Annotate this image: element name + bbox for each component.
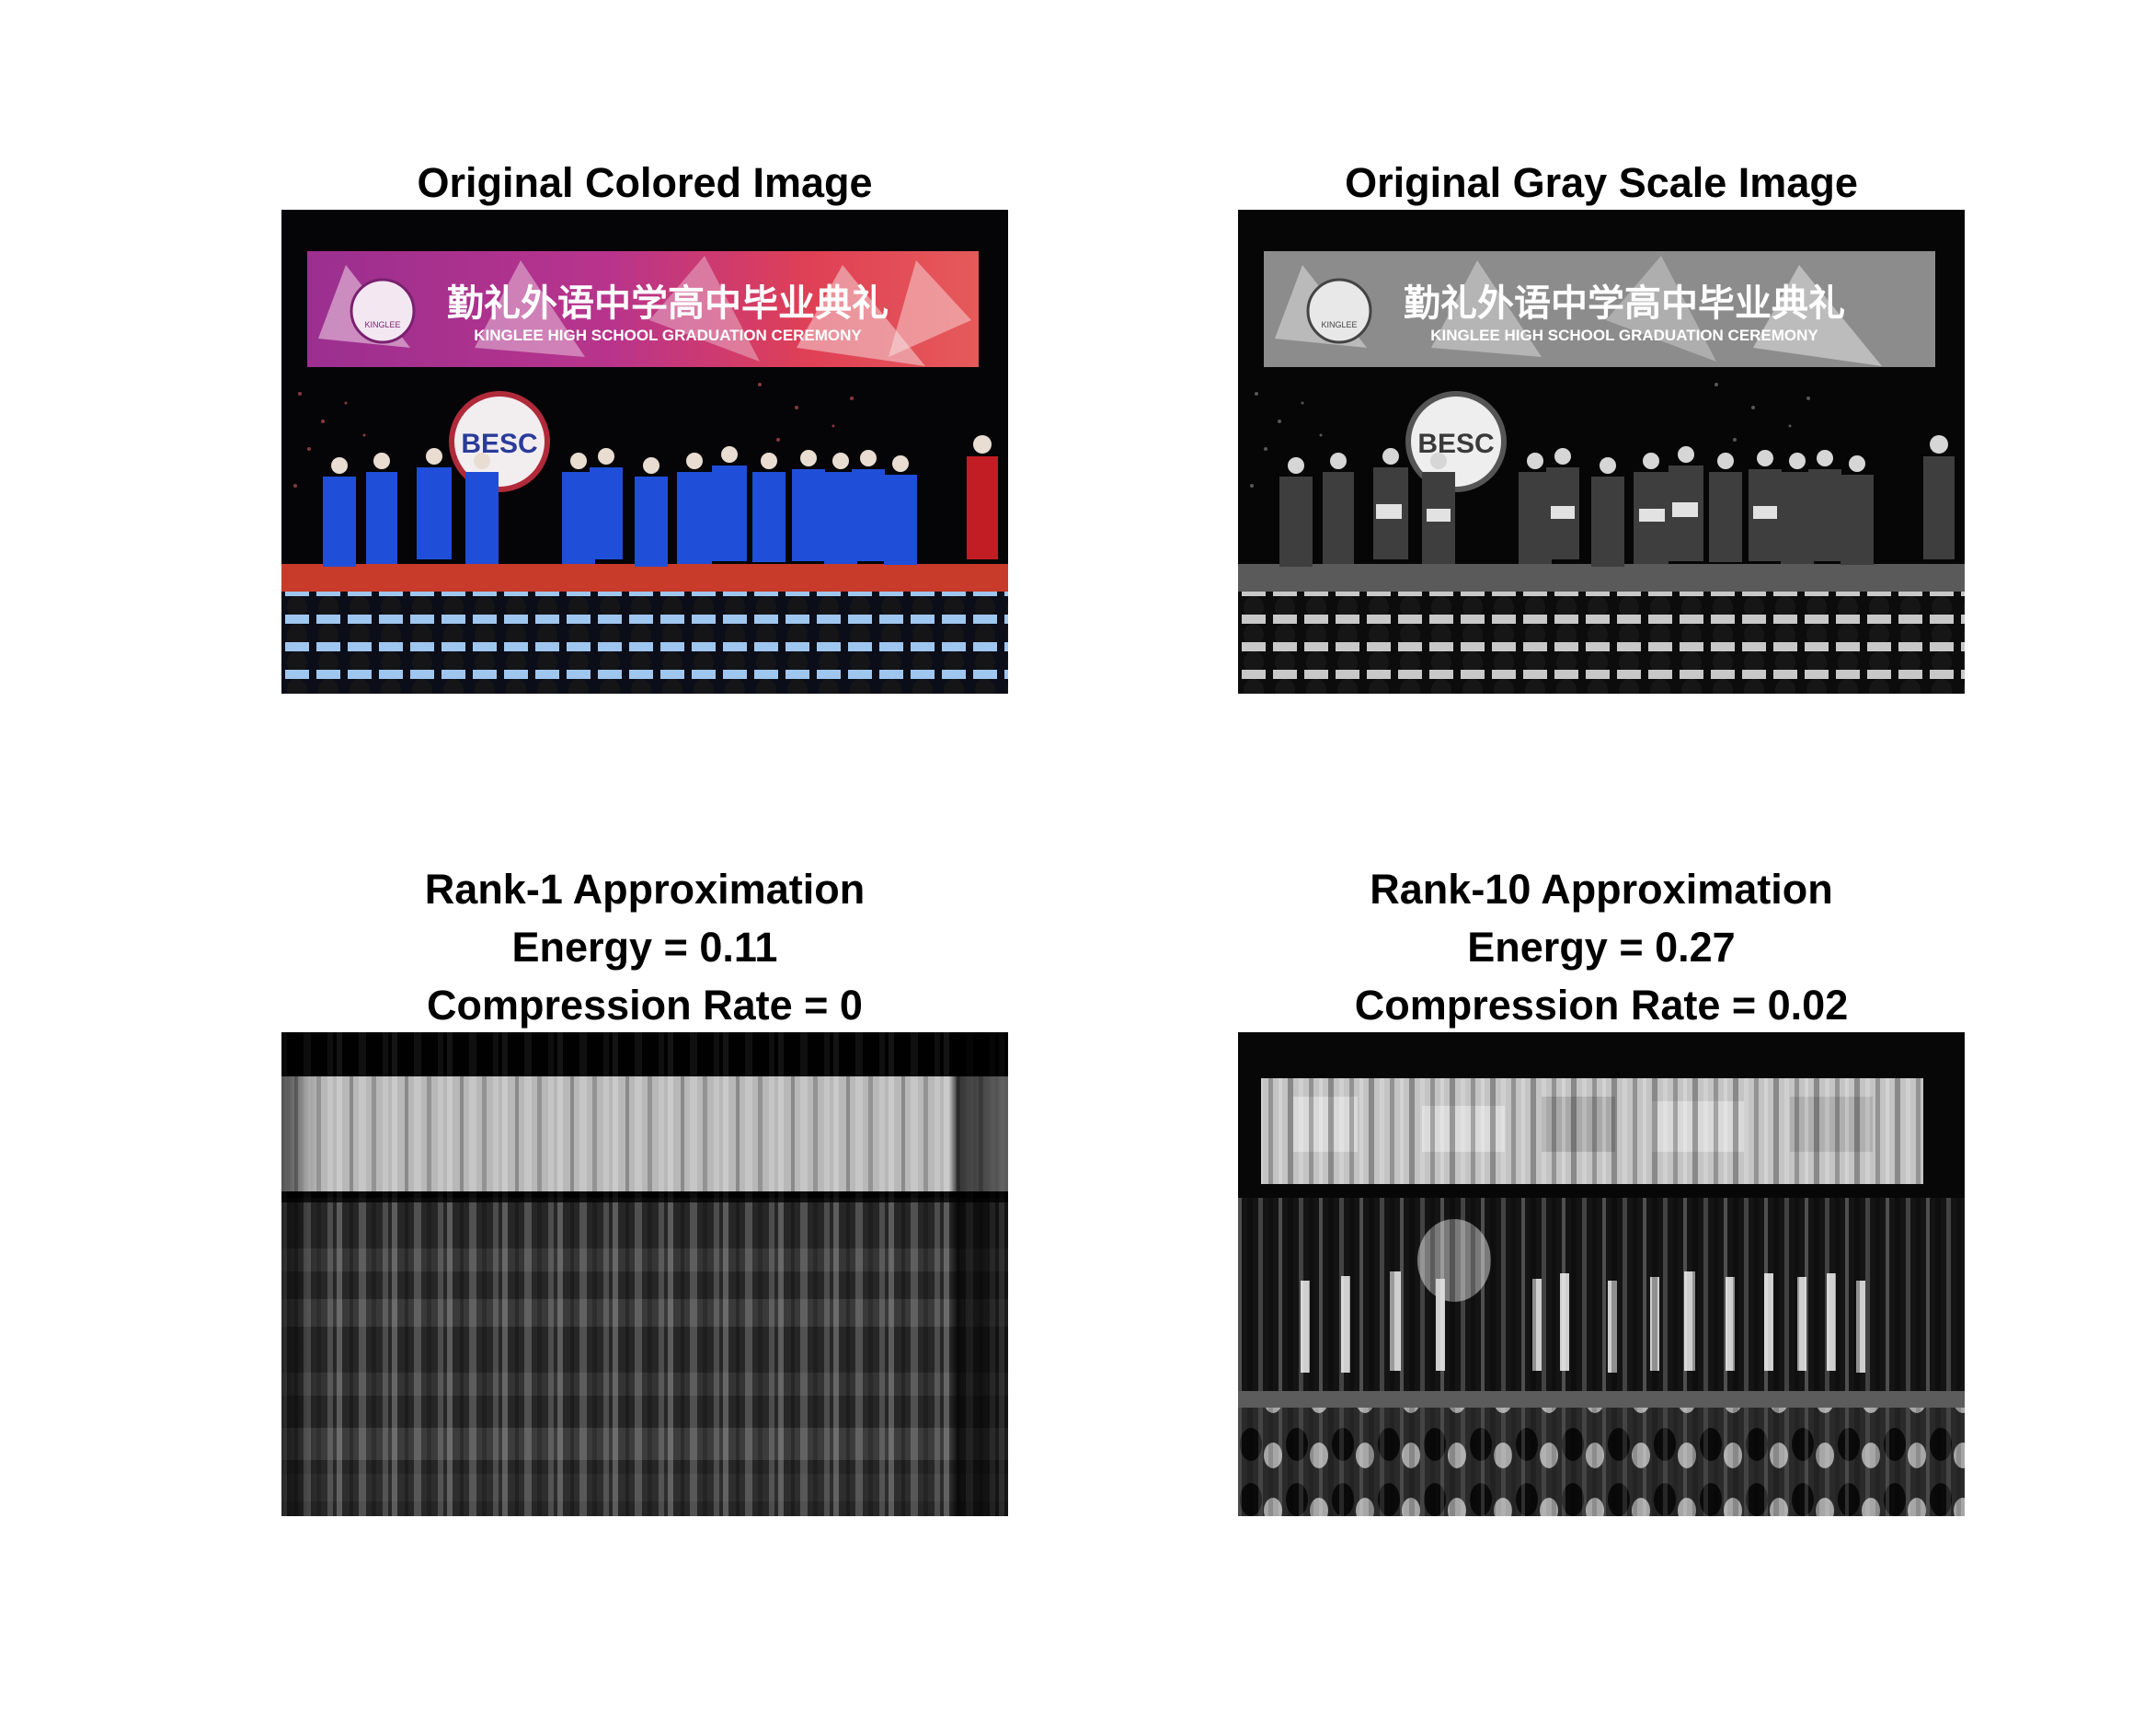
seal-text: KINGLEE <box>1321 320 1357 329</box>
banner-text-en: KINGLEE HIGH SCHOOL GRADUATION CEREMONY <box>474 327 862 344</box>
banner-text-cn: 勤礼外语中学高中毕业典礼 <box>1404 282 1845 325</box>
compression-line: Compression Rate = 0 <box>427 982 863 1029</box>
title-line: Original Colored Image <box>417 159 873 206</box>
title-line: Rank-1 Approximation <box>424 866 866 913</box>
energy-line: Energy = 0.11 <box>511 924 778 971</box>
banner-text-en: KINGLEE HIGH SCHOOL GRADUATION CEREMONY <box>1430 327 1818 344</box>
panel-title-rank1: Rank-1 Approximation Energy = 0.11 Compr… <box>281 860 1008 1034</box>
panel-title-rank10: Rank-10 Approximation Energy = 0.27 Comp… <box>1238 860 1965 1034</box>
panel-title-original-gray: Original Gray Scale Image <box>1238 154 1965 212</box>
logo-text: BESC <box>461 429 537 459</box>
panel-title-original-colored: Original Colored Image <box>281 154 1008 212</box>
original-gray-image: KINGLEE 勤礼外语中学高中毕业典礼 KINGLEE HIGH SCHOOL… <box>1238 210 1965 694</box>
rank1-approximation-image <box>281 1032 1008 1516</box>
rank10-approximation-image <box>1238 1032 1965 1516</box>
energy-line: Energy = 0.27 <box>1467 924 1736 971</box>
seal-text: KINGLEE <box>364 320 400 329</box>
title-line: Original Gray Scale Image <box>1345 159 1858 206</box>
original-colored-image: KINGLEE 勤礼外语中学高中毕业典礼 KINGLEE HIGH SCHOOL… <box>281 210 1008 694</box>
banner-text-cn: 勤礼外语中学高中毕业典礼 <box>447 282 889 325</box>
logo-text: BESC <box>1417 429 1494 459</box>
compression-line: Compression Rate = 0.02 <box>1354 982 1849 1029</box>
title-line: Rank-10 Approximation <box>1370 866 1833 913</box>
